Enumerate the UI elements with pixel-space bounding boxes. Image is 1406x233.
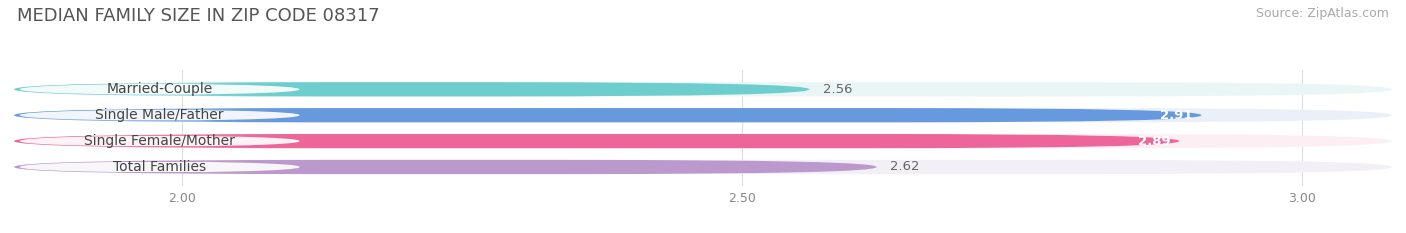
Text: Source: ZipAtlas.com: Source: ZipAtlas.com <box>1256 7 1389 20</box>
FancyBboxPatch shape <box>14 82 810 96</box>
FancyBboxPatch shape <box>14 160 1392 174</box>
FancyBboxPatch shape <box>20 83 299 95</box>
FancyBboxPatch shape <box>14 82 1392 96</box>
FancyBboxPatch shape <box>14 108 1202 122</box>
FancyBboxPatch shape <box>20 135 299 147</box>
Text: 2.91: 2.91 <box>1160 109 1192 122</box>
Text: Single Male/Father: Single Male/Father <box>96 108 224 122</box>
FancyBboxPatch shape <box>14 134 1392 148</box>
Text: Single Female/Mother: Single Female/Mother <box>84 134 235 148</box>
Text: 2.56: 2.56 <box>823 83 852 96</box>
Text: MEDIAN FAMILY SIZE IN ZIP CODE 08317: MEDIAN FAMILY SIZE IN ZIP CODE 08317 <box>17 7 380 25</box>
FancyBboxPatch shape <box>20 161 299 173</box>
Text: 2.62: 2.62 <box>890 161 920 174</box>
FancyBboxPatch shape <box>14 134 1180 148</box>
FancyBboxPatch shape <box>14 160 876 174</box>
FancyBboxPatch shape <box>20 109 299 121</box>
FancyBboxPatch shape <box>14 108 1392 122</box>
Text: Total Families: Total Families <box>112 160 207 174</box>
Text: Married-Couple: Married-Couple <box>107 82 212 96</box>
Text: 2.89: 2.89 <box>1137 135 1170 147</box>
